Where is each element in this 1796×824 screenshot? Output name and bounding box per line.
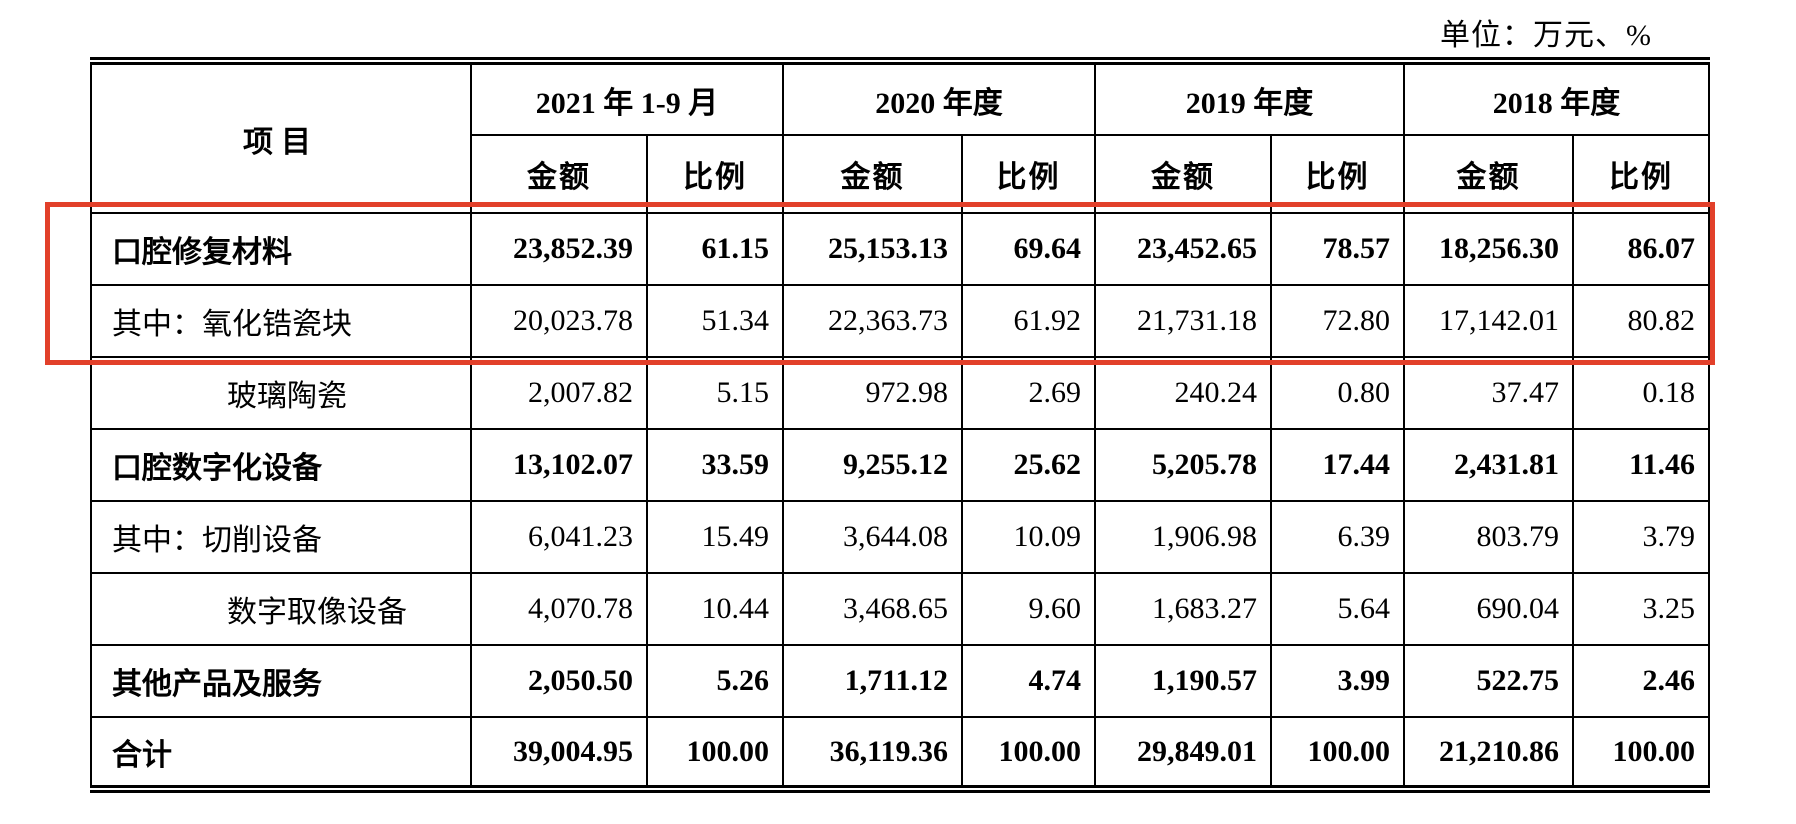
ratio-cell: 61.15 (646, 212, 784, 286)
ratio-cell: 3.25 (1572, 572, 1710, 646)
ratio-cell: 5.15 (646, 356, 784, 430)
ratio-cell: 72.80 (1270, 284, 1405, 358)
period-header-2021: 2021 年 1-9 月 (470, 60, 784, 136)
item-header-cell: 项目 (90, 60, 472, 214)
amount-cell: 37.47 (1403, 356, 1574, 430)
ratio-cell: 3.79 (1572, 500, 1710, 574)
period-header-row: 项目 2021 年 1-9 月 2020 年度 2019 年度 2018 年度 (90, 60, 1710, 214)
amount-header-cell: 金额 (1094, 134, 1272, 214)
amount-cell: 1,683.27 (1094, 572, 1272, 646)
ratio-cell: 80.82 (1572, 284, 1710, 358)
amount-cell: 5,205.78 (1094, 428, 1272, 502)
ratio-cell: 6.39 (1270, 500, 1405, 574)
amount-cell: 2,050.50 (470, 644, 648, 718)
revenue-table-container: 项目 2021 年 1-9 月 2020 年度 2019 年度 2018 年度 … (90, 57, 1710, 793)
ratio-cell: 33.59 (646, 428, 784, 502)
row-label: 其中：切削设备 (90, 500, 472, 574)
ratio-cell: 4.74 (961, 644, 1096, 718)
subheader-row: 金额 比例 金额 比例 金额 比例 金额 比例 (91, 134, 1710, 214)
ratio-cell: 10.09 (961, 500, 1096, 574)
amount-cell: 4,070.78 (470, 572, 648, 646)
amount-cell: 13,102.07 (470, 428, 648, 502)
ratio-cell: 9.60 (961, 572, 1096, 646)
ratio-cell: 0.18 (1572, 356, 1710, 430)
ratio-header-cell: 比例 (646, 134, 784, 214)
table-row: 口腔数字化设备 13,102.07 33.59 9,255.12 25.62 5… (90, 428, 1710, 502)
ratio-cell: 100.00 (961, 716, 1096, 790)
ratio-cell: 11.46 (1572, 428, 1710, 502)
table-row: 其中：氧化锆瓷块 20,023.78 51.34 22,363.73 61.92… (90, 284, 1710, 358)
row-label: 其中：氧化锆瓷块 (90, 284, 472, 358)
ratio-cell: 5.26 (646, 644, 784, 718)
period-header-2019: 2019 年度 (1094, 60, 1405, 136)
table-row-total: 合计 39,004.95 100.00 36,119.36 100.00 29,… (90, 716, 1710, 790)
ratio-cell: 3.99 (1270, 644, 1405, 718)
ratio-header-cell: 比例 (1270, 134, 1405, 214)
ratio-header-cell: 比例 (1572, 134, 1710, 214)
amount-cell: 803.79 (1403, 500, 1574, 574)
amount-cell: 3,468.65 (782, 572, 963, 646)
ratio-cell: 5.64 (1270, 572, 1405, 646)
ratio-cell: 78.57 (1270, 212, 1405, 286)
table-row: 数字取像设备 4,070.78 10.44 3,468.65 9.60 1,68… (90, 572, 1710, 646)
amount-cell: 21,731.18 (1094, 284, 1272, 358)
ratio-cell: 51.34 (646, 284, 784, 358)
amount-cell: 2,431.81 (1403, 428, 1574, 502)
ratio-cell: 100.00 (646, 716, 784, 790)
amount-header-cell: 金额 (782, 134, 963, 214)
amount-cell: 39,004.95 (470, 716, 648, 790)
amount-cell: 1,711.12 (782, 644, 963, 718)
ratio-cell: 2.69 (961, 356, 1096, 430)
amount-cell: 25,153.13 (782, 212, 963, 286)
amount-cell: 21,210.86 (1403, 716, 1574, 790)
amount-cell: 29,849.01 (1094, 716, 1272, 790)
row-label: 其他产品及服务 (90, 644, 472, 718)
amount-header-cell: 金额 (470, 134, 648, 214)
ratio-cell: 2.46 (1572, 644, 1710, 718)
ratio-cell: 100.00 (1270, 716, 1405, 790)
ratio-cell: 0.80 (1270, 356, 1405, 430)
amount-cell: 3,644.08 (782, 500, 963, 574)
table-row: 其中：切削设备 6,041.23 15.49 3,644.08 10.09 1,… (90, 500, 1710, 574)
amount-cell: 18,256.30 (1403, 212, 1574, 286)
ratio-cell: 100.00 (1572, 716, 1710, 790)
row-label: 口腔数字化设备 (90, 428, 472, 502)
ratio-cell: 17.44 (1270, 428, 1405, 502)
table-row: 其他产品及服务 2,050.50 5.26 1,711.12 4.74 1,19… (90, 644, 1710, 718)
ratio-cell: 86.07 (1572, 212, 1710, 286)
ratio-cell: 15.49 (646, 500, 784, 574)
amount-cell: 690.04 (1403, 572, 1574, 646)
ratio-cell: 61.92 (961, 284, 1096, 358)
amount-cell: 22,363.73 (782, 284, 963, 358)
period-header-2020: 2020 年度 (782, 60, 1096, 136)
table-row: 玻璃陶瓷 2,007.82 5.15 972.98 2.69 240.24 0.… (90, 356, 1710, 430)
ratio-cell: 10.44 (646, 572, 784, 646)
amount-cell: 20,023.78 (470, 284, 648, 358)
amount-cell: 240.24 (1094, 356, 1272, 430)
period-header-2018: 2018 年度 (1403, 60, 1710, 136)
amount-cell: 23,852.39 (470, 212, 648, 286)
amount-cell: 36,119.36 (782, 716, 963, 790)
amount-cell: 2,007.82 (470, 356, 648, 430)
amount-cell: 6,041.23 (470, 500, 648, 574)
row-label: 数字取像设备 (90, 572, 472, 646)
amount-cell: 522.75 (1403, 644, 1574, 718)
amount-cell: 1,906.98 (1094, 500, 1272, 574)
row-label: 合计 (90, 716, 472, 790)
ratio-header-cell: 比例 (961, 134, 1096, 214)
row-label: 口腔修复材料 (90, 212, 472, 286)
amount-cell: 9,255.12 (782, 428, 963, 502)
amount-cell: 23,452.65 (1094, 212, 1272, 286)
amount-cell: 972.98 (782, 356, 963, 430)
table-row: 口腔修复材料 23,852.39 61.15 25,153.13 69.64 2… (90, 212, 1710, 286)
amount-header-cell: 金额 (1403, 134, 1574, 214)
amount-cell: 17,142.01 (1403, 284, 1574, 358)
revenue-breakdown-table: 项目 2021 年 1-9 月 2020 年度 2019 年度 2018 年度 … (90, 57, 1710, 793)
ratio-cell: 69.64 (961, 212, 1096, 286)
amount-cell: 1,190.57 (1094, 644, 1272, 718)
row-label: 玻璃陶瓷 (90, 356, 472, 430)
ratio-cell: 25.62 (961, 428, 1096, 502)
unit-label: 单位：万元、% (1440, 19, 1652, 52)
